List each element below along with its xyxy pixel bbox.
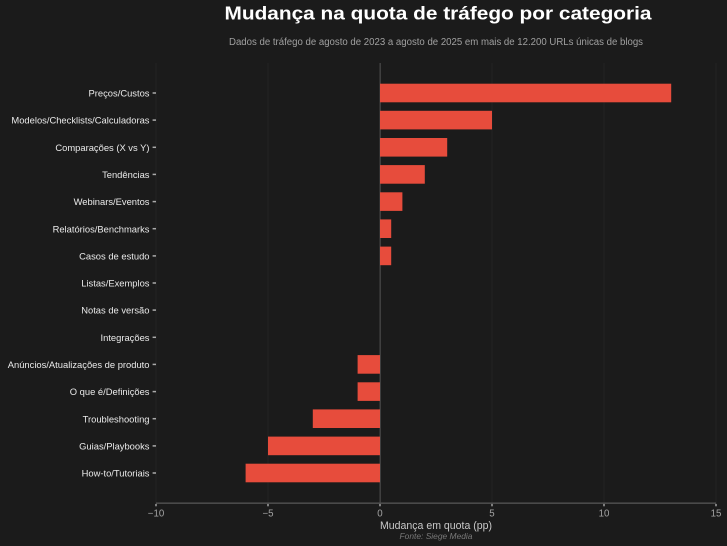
svg-text:Integrações: Integrações [101,332,150,343]
svg-text:Anúncios/Atualizações de produ: Anúncios/Atualizações de produto [8,359,150,370]
svg-text:Guias/Playbooks: Guias/Playbooks [79,441,150,452]
svg-text:15: 15 [711,509,722,520]
svg-text:Webinars/Eventos: Webinars/Eventos [74,196,150,207]
svg-text:Mudança na quota de tráfego po: Mudança na quota de tráfego por categori… [225,2,653,23]
svg-text:Fonte: Siege Media: Fonte: Siege Media [400,532,473,541]
svg-text:Relatórios/Benchmarks: Relatórios/Benchmarks [53,223,150,234]
svg-text:Comparações (X vs Y): Comparações (X vs Y) [55,142,149,153]
svg-text:How-to/Tutoriais: How-to/Tutoriais [82,468,150,479]
svg-text:Troubleshooting: Troubleshooting [83,413,150,424]
svg-text:−5: −5 [262,509,273,520]
svg-text:10: 10 [599,509,610,520]
svg-text:Preços/Custos: Preços/Custos [89,88,150,99]
svg-text:0: 0 [377,509,383,520]
svg-text:Casos de estudo: Casos de estudo [79,251,149,262]
svg-text:−10: −10 [148,509,165,520]
svg-text:O que é/Definições: O que é/Definições [70,386,150,397]
svg-text:Tendências: Tendências [102,169,150,180]
svg-text:Mudança em quota (pp): Mudança em quota (pp) [380,520,492,532]
svg-text:5: 5 [489,509,494,520]
svg-text:Modelos/Checklists/Calculadora: Modelos/Checklists/Calculadoras [11,115,149,126]
svg-text:Notas de versão: Notas de versão [81,305,149,316]
svg-text:Dados de tráfego de agosto de: Dados de tráfego de agosto de 2023 a ago… [229,37,643,48]
svg-text:Listas/Exemplos: Listas/Exemplos [81,278,150,289]
